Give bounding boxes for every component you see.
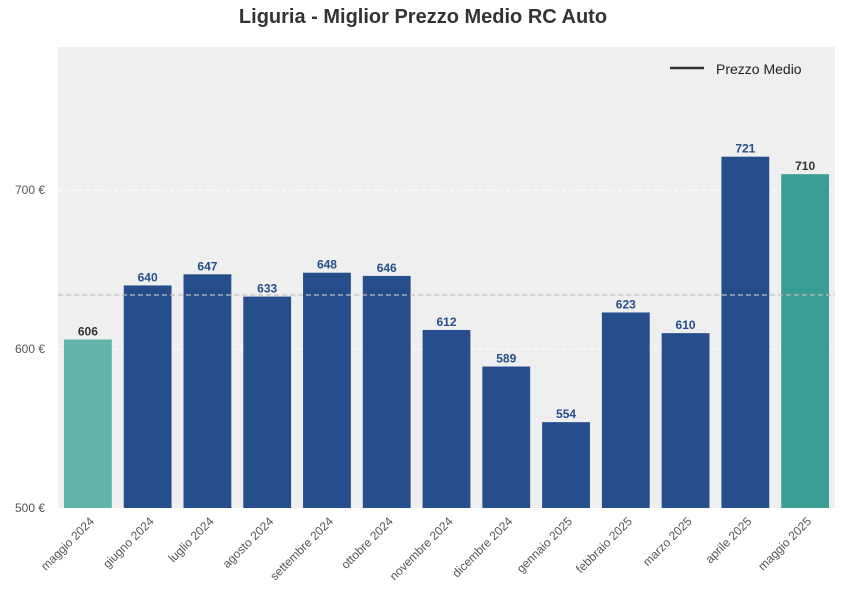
x-tick-label: luglio 2024 — [166, 514, 217, 565]
data-label: 721 — [735, 142, 755, 156]
x-tick-label: ottobre 2024 — [338, 514, 396, 572]
data-label: 648 — [317, 258, 337, 272]
data-label: 647 — [197, 259, 217, 273]
chart-title: Liguria - Miglior Prezzo Medio RC Auto — [238, 6, 608, 28]
x-tick-label: aprile 2025 — [703, 514, 755, 566]
data-label: 554 — [556, 407, 576, 421]
x-tick-label: febbraio 2025 — [573, 514, 635, 576]
bar — [781, 174, 830, 508]
y-tick-label: 500 € — [15, 501, 45, 515]
legend: Prezzo Medio — [670, 61, 802, 77]
data-label: 646 — [377, 261, 397, 275]
bar — [601, 312, 650, 508]
bar — [422, 329, 471, 508]
x-tick-label: maggio 2024 — [38, 514, 97, 573]
bar — [542, 422, 590, 508]
data-label: 710 — [795, 159, 815, 173]
x-tick-label: maggio 2025 — [755, 514, 814, 573]
x-tick-label: gennaio 2025 — [514, 514, 576, 576]
bar — [303, 272, 351, 508]
y-tick-label: 600 € — [15, 342, 45, 356]
bar — [661, 333, 710, 508]
data-labels: 606 640 647 633 648 646 612 589 554 623 610 721 710 — [78, 142, 816, 421]
y-tick-label: 700 € — [15, 183, 45, 197]
x-axis: maggio 2024 giugno 2024 luglio 2024 agosto … — [38, 514, 814, 583]
data-label: 612 — [436, 315, 456, 329]
data-label: 640 — [138, 270, 158, 284]
y-axis: 500 € 600 € 700 € — [15, 183, 45, 515]
data-label: 610 — [676, 318, 696, 332]
bar — [183, 274, 232, 508]
bars — [63, 156, 830, 508]
bar — [362, 275, 411, 508]
x-tick-label: settembre 2024 — [267, 514, 336, 583]
x-tick-label: dicembre 2024 — [449, 514, 515, 580]
bar — [721, 156, 770, 508]
x-tick-label: agosto 2024 — [220, 514, 277, 571]
x-tick-label: giugno 2024 — [100, 514, 157, 571]
data-label: 623 — [616, 297, 636, 311]
bar — [243, 296, 292, 508]
data-label: 633 — [257, 282, 277, 296]
x-tick-label: novembre 2024 — [387, 514, 456, 583]
legend-label: Prezzo Medio — [716, 61, 802, 77]
data-label: 589 — [496, 352, 516, 366]
data-label: 606 — [78, 324, 98, 338]
x-tick-label: marzo 2025 — [640, 514, 695, 569]
bar — [63, 339, 112, 508]
bar — [123, 285, 172, 508]
bar — [482, 366, 531, 508]
